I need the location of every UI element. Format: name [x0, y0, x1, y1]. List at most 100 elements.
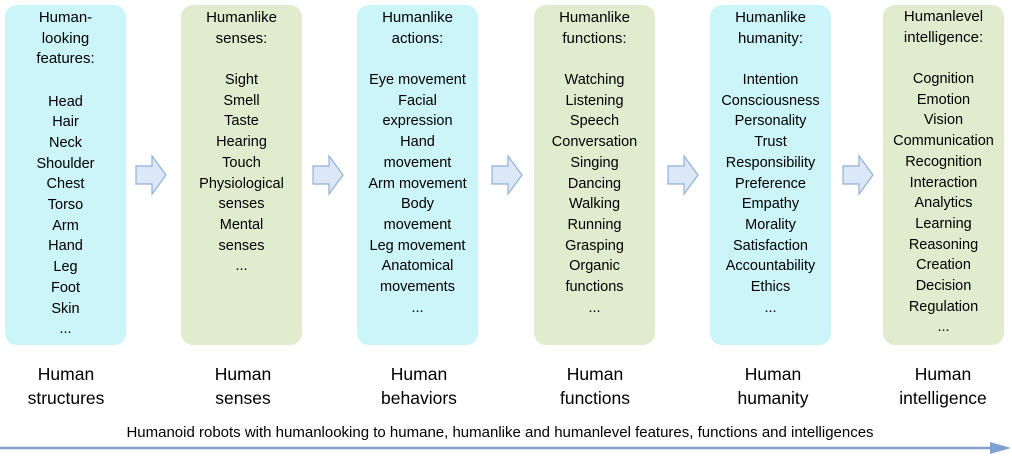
list-item: Preference	[735, 175, 806, 192]
caption-line: intelligence	[899, 388, 987, 408]
item-list: Watching Listening Speech Conversation S…	[534, 70, 655, 318]
list-item: Watching	[564, 72, 625, 88]
title-line: actions:	[391, 29, 444, 47]
list-item: Empathy	[741, 196, 800, 213]
column-title: Humanlike actions:	[357, 8, 478, 49]
column-box-humanlike-functions: Humanlike functions: Watching Listening …	[534, 5, 655, 345]
list-item: Hair	[52, 114, 79, 131]
list-item: Consciousness	[721, 92, 820, 109]
right-arrow-icon	[135, 154, 167, 196]
list-item: Taste	[224, 113, 259, 130]
list-item: Running	[567, 216, 622, 233]
column-title: Humanlike humanity:	[710, 8, 831, 49]
list-item: Learning	[915, 215, 972, 232]
item-list: Head Hair Neck Shoulder Chest Torso Arm …	[5, 92, 126, 340]
list-item: Walking	[568, 196, 621, 213]
title-line: looking	[41, 29, 90, 47]
list-item: senses	[218, 196, 265, 213]
list-item: Creation	[916, 257, 971, 274]
title-line: Humanlike	[559, 9, 630, 26]
title-line: intelligence:	[903, 28, 984, 46]
list-item: Listening	[565, 92, 624, 109]
caption-line: humanity	[737, 388, 809, 408]
right-arrow-icon	[667, 154, 699, 196]
column-box-humanlike-senses: Humanlike senses: Sight Smell Taste Hear…	[181, 5, 302, 345]
list-item: movements	[380, 279, 455, 296]
list-item: Trust	[754, 134, 787, 151]
list-item: Responsibility	[725, 154, 816, 171]
title-line: Humanlike	[382, 9, 453, 26]
list-item: Leg movement	[369, 237, 466, 254]
list-item: Torso	[47, 197, 84, 214]
list-item: Analytics	[914, 195, 973, 212]
caption-line: Human	[390, 364, 448, 384]
column-title: Humanlike functions:	[534, 8, 655, 49]
list-item: Facial	[398, 92, 437, 109]
title-line: Humanlevel	[903, 8, 984, 25]
caption-line: Human	[214, 364, 272, 384]
title-line: humanity:	[737, 29, 804, 47]
column-title: Human- looking features:	[5, 8, 126, 70]
title-line: Human-	[38, 9, 93, 26]
list-item: ...	[588, 299, 601, 316]
list-item: Ethics	[750, 279, 791, 296]
column-box-humanlevel-intelligence: Humanlevel intelligence: Cognition Emoti…	[883, 5, 1004, 345]
caption-line: Human	[914, 364, 972, 384]
list-item: movement	[383, 154, 452, 171]
list-item: Dancing	[567, 175, 622, 192]
list-item: Hand	[400, 134, 435, 151]
list-item: ...	[235, 258, 248, 275]
list-item: Intention	[742, 72, 799, 88]
list-item: Sight	[224, 72, 259, 88]
list-item: Smell	[223, 92, 260, 109]
title-line: Humanlike	[206, 9, 277, 26]
list-item: movement	[383, 216, 452, 233]
caption-line: Human	[744, 364, 802, 384]
list-item: Foot	[50, 279, 80, 296]
list-item: Leg	[53, 259, 78, 276]
list-item: Accountability	[725, 258, 816, 275]
list-item: Hearing	[216, 134, 267, 151]
list-item: Mental	[219, 216, 264, 233]
caption-human-humanity: Human humanity	[698, 362, 848, 410]
list-item: Speech	[569, 113, 620, 130]
column-box-human-looking-features: Human- looking features: Head Hair Neck …	[5, 5, 126, 345]
title-line: features:	[36, 50, 95, 67]
caption-human-functions: Human functions	[520, 362, 670, 410]
list-item: Shoulder	[36, 155, 95, 172]
caption-line: structures	[27, 388, 105, 408]
caption-line: behaviors	[381, 388, 457, 408]
column-box-humanlike-humanity: Humanlike humanity: Intention Consciousn…	[710, 5, 831, 345]
caption-line: Human	[566, 364, 624, 384]
list-item: Body	[400, 196, 435, 213]
item-list: Sight Smell Taste Hearing Touch Physiolo…	[181, 70, 302, 277]
list-item: Emotion	[916, 91, 971, 108]
list-item: Organic	[569, 258, 620, 275]
caption-line: senses	[215, 388, 271, 408]
title-line: functions:	[562, 29, 627, 47]
caption-human-senses: Human senses	[168, 362, 318, 410]
list-item: Morality	[745, 216, 796, 233]
caption-human-intelligence: Human intelligence	[868, 362, 1012, 410]
column-title: Humanlike senses:	[181, 8, 302, 49]
caption-human-structures: Human structures	[0, 362, 141, 410]
list-item: Reasoning	[908, 236, 979, 253]
item-list: Intention Consciousness Personality Trus…	[710, 70, 831, 318]
item-list: Cognition Emotion Vision Communication R…	[883, 69, 1004, 338]
list-item: Decision	[915, 278, 972, 295]
list-item: ...	[937, 319, 950, 336]
column-title: Humanlevel intelligence:	[883, 7, 1004, 48]
footer-caption: Humanoid robots with humanlooking to hum…	[126, 424, 874, 441]
list-item: Singing	[570, 154, 619, 171]
list-item: Neck	[48, 134, 83, 151]
title-line: Humanlike	[735, 9, 806, 26]
right-arrow-icon	[312, 154, 344, 196]
long-right-arrow-icon	[0, 442, 1011, 454]
list-item: Head	[48, 93, 83, 110]
list-item: Physiological	[199, 175, 284, 192]
list-item: Cognition	[912, 71, 975, 87]
list-item: Skin	[51, 300, 80, 317]
caption-line: functions	[559, 388, 631, 408]
list-item: Anatomical	[381, 258, 454, 275]
list-item: Communication	[893, 133, 994, 150]
